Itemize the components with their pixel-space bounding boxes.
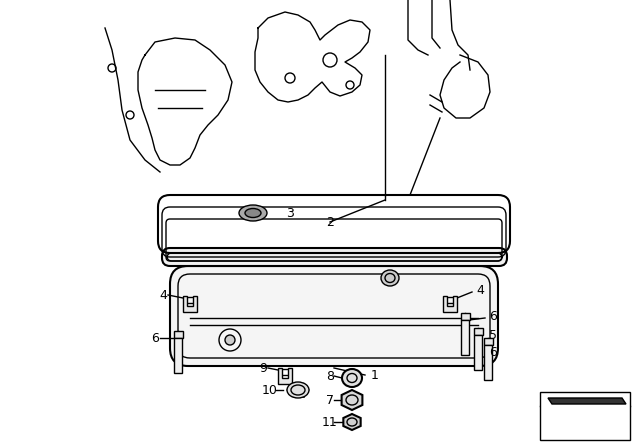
Bar	[461, 320, 469, 355]
Polygon shape	[343, 414, 361, 430]
Polygon shape	[548, 398, 626, 404]
Bar	[474, 335, 482, 370]
Text: 11: 11	[322, 415, 338, 428]
Polygon shape	[342, 390, 362, 410]
Ellipse shape	[342, 369, 362, 387]
FancyBboxPatch shape	[170, 266, 498, 366]
Bar	[484, 338, 493, 345]
Text: 5: 5	[489, 328, 497, 341]
Text: 9: 9	[259, 362, 267, 375]
Text: 6: 6	[489, 345, 497, 358]
Bar	[461, 313, 470, 320]
Ellipse shape	[287, 382, 309, 398]
Polygon shape	[443, 296, 457, 312]
Bar	[474, 328, 483, 335]
Text: 4: 4	[476, 284, 484, 297]
Text: 2: 2	[326, 215, 334, 228]
Text: 6: 6	[151, 332, 159, 345]
Text: 1: 1	[371, 369, 379, 382]
Bar	[174, 331, 183, 338]
Polygon shape	[278, 368, 292, 384]
Text: 10: 10	[262, 383, 278, 396]
Ellipse shape	[381, 270, 399, 286]
Bar	[540, 392, 630, 440]
Text: 3: 3	[286, 207, 294, 220]
Bar	[174, 338, 182, 373]
Ellipse shape	[225, 335, 235, 345]
Text: 00203886: 00203886	[564, 431, 606, 439]
Text: 6: 6	[489, 310, 497, 323]
FancyBboxPatch shape	[162, 248, 507, 266]
Text: 4: 4	[159, 289, 167, 302]
Ellipse shape	[245, 208, 261, 217]
Ellipse shape	[239, 205, 267, 221]
Polygon shape	[183, 296, 197, 312]
Text: 7: 7	[326, 393, 334, 406]
Text: 8: 8	[326, 370, 334, 383]
Bar	[484, 345, 492, 380]
